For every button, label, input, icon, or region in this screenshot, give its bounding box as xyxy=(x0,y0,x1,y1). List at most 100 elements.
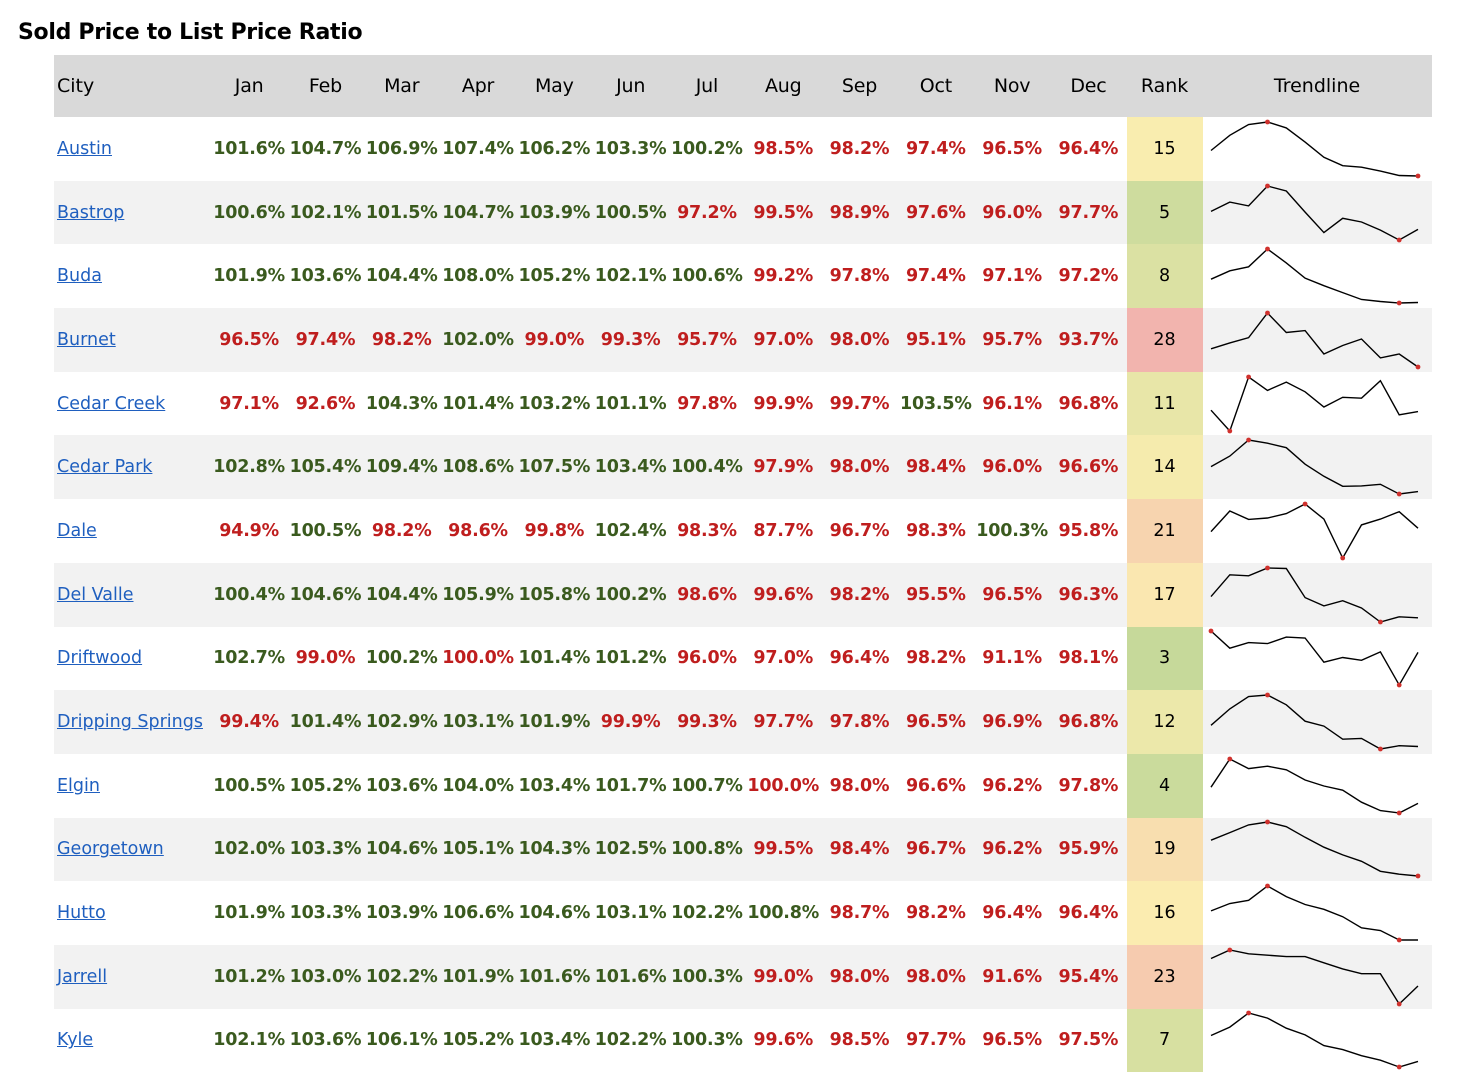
ratio-value: 97.1% xyxy=(219,393,279,414)
ratio-value: 106.9% xyxy=(365,138,438,159)
ratio-value: 103.3% xyxy=(289,839,362,860)
ratio-value: 101.7% xyxy=(594,775,667,796)
city-link[interactable]: Cedar Park xyxy=(57,457,153,478)
sparkline xyxy=(1210,437,1418,497)
city-link[interactable]: Dale xyxy=(57,520,97,541)
rank-cell: 14 xyxy=(1126,435,1203,500)
ratio-value: 100.6% xyxy=(213,202,285,223)
city-link[interactable]: Bastrop xyxy=(57,202,125,223)
city-cell: Elgin xyxy=(54,754,211,818)
ratio-value: 96.0% xyxy=(677,648,737,669)
city-cell: Dripping Springs xyxy=(54,690,211,754)
sparkline-low-marker xyxy=(1339,555,1345,561)
rank-cell: 5 xyxy=(1126,180,1203,245)
city-link[interactable]: Burnet xyxy=(57,329,116,350)
ratio-value: 101.6% xyxy=(518,966,591,987)
sparkline-series xyxy=(1210,248,1418,304)
ratio-value: 91.1% xyxy=(982,648,1042,669)
table-row: Georgetown 102.0% 103.3% 104.6% 105.1% 104.3%… xyxy=(54,817,1432,882)
city-link[interactable]: Kyle xyxy=(57,1030,94,1051)
ratio-value: 107.4% xyxy=(442,138,514,159)
header-rank: Rank xyxy=(1140,75,1189,97)
rank-cell: 15 xyxy=(1126,117,1203,181)
sparkline-low-marker xyxy=(1226,428,1232,433)
ratio-value: 102.1% xyxy=(594,266,667,287)
sparkline xyxy=(1209,756,1418,816)
ratio-value: 104.7% xyxy=(289,138,362,159)
ratio-table: City Jan Feb Mar Apr May Jun Jul Aug Sep Oct Nov De… xyxy=(54,55,1432,1072)
city-link[interactable]: Georgetown xyxy=(57,839,164,860)
ratio-value: 103.0% xyxy=(289,966,362,987)
city-link[interactable]: Dripping Springs xyxy=(57,712,203,733)
ratio-value: 98.9% xyxy=(829,202,890,223)
sparkline-series xyxy=(1210,311,1418,368)
ratio-value: 106.2% xyxy=(518,138,591,159)
city-link[interactable]: Del Valle xyxy=(57,584,134,605)
ratio-value: 102.2% xyxy=(594,1030,667,1051)
ratio-value: 106.6% xyxy=(442,903,514,924)
sparkline-series xyxy=(1210,184,1418,241)
city-link[interactable]: Hutto xyxy=(57,903,106,924)
trendline-cell xyxy=(1203,499,1432,563)
ratio-value: 98.5% xyxy=(829,1030,890,1051)
city-link[interactable]: Jarrell xyxy=(57,966,108,987)
city-cell: Buda xyxy=(54,244,211,308)
ratio-value: 104.0% xyxy=(442,775,514,796)
ratio-value: 98.5% xyxy=(753,138,814,159)
sparkline-high-marker xyxy=(1226,756,1232,762)
ratio-value: 96.7% xyxy=(905,839,966,860)
city-link[interactable]: Austin xyxy=(57,138,112,159)
ratio-value: 98.0% xyxy=(905,966,966,987)
trendline-cell xyxy=(1203,563,1432,627)
sparkline xyxy=(1210,1011,1418,1070)
sparkline-high-marker xyxy=(1264,246,1270,252)
header-month-sep: Sep xyxy=(841,75,878,97)
ratio-value: 96.6% xyxy=(905,775,966,796)
sparkline-series xyxy=(1210,630,1419,687)
ratio-value: 96.6% xyxy=(1058,457,1119,478)
ratio-value: 103.3% xyxy=(289,903,362,924)
rank-cell: 8 xyxy=(1126,244,1203,309)
ratio-value: 99.9% xyxy=(600,712,661,733)
city-link[interactable]: Cedar Creek xyxy=(57,393,166,414)
sparkline-low-marker xyxy=(1415,364,1420,370)
header-month-feb: Feb xyxy=(308,75,342,97)
sparkline xyxy=(1210,565,1418,625)
ratio-value: 105.2% xyxy=(289,775,362,796)
ratio-value: 104.7% xyxy=(442,202,514,223)
ratio-value: 101.2% xyxy=(213,966,285,987)
ratio-value: 96.8% xyxy=(1058,712,1119,733)
sparkline-low-marker xyxy=(1396,237,1402,242)
ratio-value: 100.2% xyxy=(365,648,438,669)
ratio-value: 99.7% xyxy=(829,393,890,414)
ratio-value: 95.1% xyxy=(905,329,966,350)
table-row: Burnet 96.5% 97.4% 98.2% 102.0% 99.0% 99.3% 95.… xyxy=(54,308,1432,372)
ratio-value: 100.2% xyxy=(594,584,667,605)
ratio-value: 100.2% xyxy=(671,138,743,159)
ratio-value: 100.3% xyxy=(976,520,1048,541)
ratio-value: 96.5% xyxy=(982,138,1042,159)
ratio-value: 101.9% xyxy=(518,712,591,733)
ratio-value: 95.4% xyxy=(1058,966,1119,987)
sparkline-high-marker xyxy=(1264,565,1270,571)
trendline-cell xyxy=(1203,754,1432,818)
rank-cell: 11 xyxy=(1126,371,1203,436)
header-month-dec: Dec xyxy=(1070,75,1107,97)
sparkline xyxy=(1210,310,1420,370)
ratio-value: 96.5% xyxy=(982,584,1042,605)
city-link[interactable]: Driftwood xyxy=(57,648,143,669)
ratio-value: 98.2% xyxy=(905,648,966,669)
header-month-apr: Apr xyxy=(461,75,495,97)
trendline-cell xyxy=(1203,881,1432,945)
table-row: Austin 101.6% 104.7% 106.9% 107.4% 106.2% 103.… xyxy=(54,117,1432,181)
sparkline-high-marker xyxy=(1208,628,1213,634)
ratio-value: 98.2% xyxy=(905,903,966,924)
sparkline xyxy=(1210,692,1418,752)
sparkline-series xyxy=(1210,949,1419,1005)
city-link[interactable]: Elgin xyxy=(57,775,100,796)
header-city: City xyxy=(57,75,95,97)
city-link[interactable]: Buda xyxy=(57,266,102,287)
ratio-value: 99.0% xyxy=(753,966,814,987)
ratio-value: 98.3% xyxy=(677,520,737,541)
sparkline xyxy=(1210,246,1418,306)
